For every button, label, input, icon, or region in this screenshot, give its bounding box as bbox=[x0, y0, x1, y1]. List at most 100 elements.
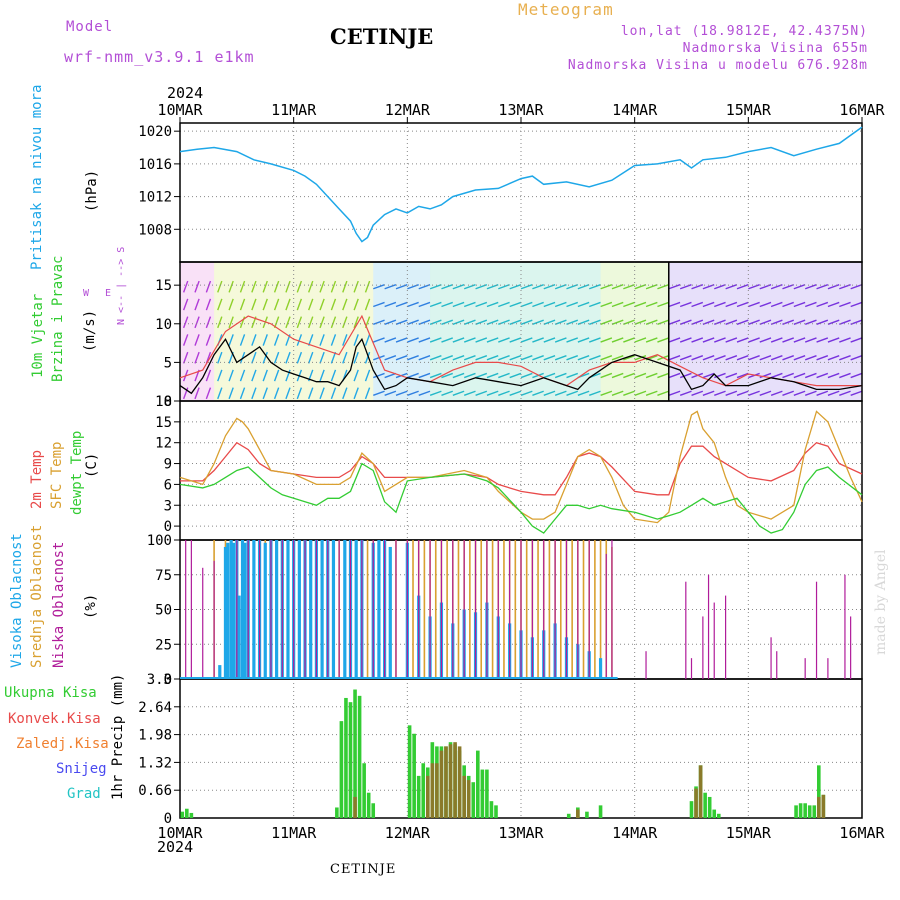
wind-barb bbox=[679, 301, 692, 308]
wind-barb bbox=[330, 298, 337, 311]
wind-barb bbox=[714, 337, 726, 343]
wind-barb bbox=[205, 334, 212, 346]
wind-barb bbox=[217, 369, 223, 382]
wind-barb bbox=[373, 372, 385, 379]
wind-barb bbox=[486, 390, 499, 396]
wind-barb bbox=[342, 351, 348, 364]
wind-barb bbox=[725, 319, 738, 325]
wind-barb bbox=[285, 316, 291, 329]
high-cloud-bar bbox=[226, 542, 230, 679]
low-cloud-bar bbox=[554, 540, 556, 679]
mid-cloud-bar bbox=[480, 540, 483, 679]
temp-2m-line bbox=[180, 441, 863, 496]
precip-total-bar bbox=[471, 782, 476, 818]
model-altitude-label: Nadmorska Visina u modelu 676.928m bbox=[567, 58, 868, 73]
wind-barb bbox=[827, 301, 840, 308]
wind-barb bbox=[736, 355, 749, 361]
precip-total-bar bbox=[716, 813, 721, 818]
low-cloud-bar bbox=[236, 540, 238, 679]
low-cloud-bar bbox=[690, 658, 693, 679]
high-cloud-bar bbox=[231, 542, 236, 679]
wind-barb bbox=[668, 319, 681, 325]
wind-barb bbox=[429, 337, 442, 343]
wind-barb bbox=[407, 301, 419, 308]
wind-barb bbox=[509, 319, 522, 325]
precip-total-bar bbox=[707, 796, 712, 818]
y-tick-label: 1012 bbox=[138, 190, 172, 206]
wind-barb bbox=[827, 319, 840, 325]
wind-barb bbox=[725, 284, 738, 290]
low-cloud-bar bbox=[406, 540, 408, 679]
low-cloud-bar bbox=[531, 540, 533, 679]
high-cloud-bar bbox=[223, 546, 228, 679]
wind-barb bbox=[452, 319, 465, 325]
wind-barb bbox=[319, 387, 325, 400]
wind-barb bbox=[228, 369, 234, 382]
wind-barb bbox=[285, 351, 291, 364]
wind-barb bbox=[217, 280, 223, 293]
wind-barb bbox=[589, 319, 601, 325]
wind-barb bbox=[182, 351, 189, 364]
low-cloud-bar bbox=[577, 540, 579, 679]
high-cloud-bar bbox=[218, 665, 222, 679]
wind-barb bbox=[645, 319, 658, 325]
wind-barb bbox=[330, 316, 337, 329]
wind-barb bbox=[623, 372, 635, 379]
low-cloud-bar bbox=[452, 540, 454, 679]
wind-barb bbox=[634, 337, 647, 343]
wind-barb bbox=[364, 351, 371, 364]
wind-barb bbox=[736, 319, 749, 325]
x-tick-label-top: 12MAR bbox=[385, 101, 431, 119]
wind-barb bbox=[407, 355, 419, 361]
wind-barb bbox=[611, 284, 624, 290]
wind-barb bbox=[816, 319, 829, 325]
wind-barb bbox=[748, 301, 760, 308]
high-cloud-bar bbox=[263, 542, 267, 679]
wind-barb bbox=[839, 301, 851, 308]
wind-barb bbox=[850, 372, 863, 379]
wind-barb bbox=[645, 372, 658, 379]
wind-barb bbox=[782, 355, 794, 361]
wind-barb bbox=[364, 369, 371, 382]
x-tick-label-bottom: 11MAR bbox=[271, 824, 317, 842]
low-cloud-bar bbox=[605, 553, 607, 679]
wind-barb bbox=[239, 280, 246, 293]
wind-barb bbox=[296, 387, 303, 400]
low-cloud-bar bbox=[213, 560, 215, 679]
precip-total-bar bbox=[703, 792, 707, 818]
mid-cloud-bar bbox=[548, 540, 551, 679]
mid-cloud-bar bbox=[571, 540, 573, 679]
wind-barb bbox=[725, 355, 738, 361]
wind-barb bbox=[679, 284, 692, 290]
precip-conv-bar bbox=[698, 765, 703, 818]
wind-barb bbox=[475, 301, 488, 308]
precip-legend-snow: Snijeg bbox=[56, 761, 107, 777]
wind-barb bbox=[839, 319, 851, 325]
wind-barb bbox=[441, 301, 453, 308]
wind-barb bbox=[577, 301, 590, 308]
wind-barb bbox=[509, 390, 522, 396]
wind-barb bbox=[532, 337, 544, 343]
wind-barb bbox=[566, 390, 579, 396]
wind-barb bbox=[600, 337, 613, 343]
x-tick-label-bottom: 16MAR bbox=[839, 824, 885, 842]
high-cloud-bar bbox=[252, 540, 256, 679]
wind-barb bbox=[296, 316, 303, 329]
wind-barb bbox=[793, 372, 806, 379]
wind-barb bbox=[342, 387, 348, 400]
wind-barb bbox=[736, 284, 749, 290]
mid-cloud-bar bbox=[582, 540, 585, 679]
y-tick-label: 6 bbox=[164, 477, 172, 493]
mid-cloud-bar bbox=[366, 540, 369, 679]
x-tick-label-bottom: 14MAR bbox=[612, 824, 658, 842]
wind-barb bbox=[475, 372, 488, 379]
wind-barb bbox=[554, 301, 567, 308]
wind-barb bbox=[770, 301, 783, 308]
precip-conv-bar bbox=[353, 796, 357, 818]
low-cloud-bar bbox=[565, 540, 568, 679]
wind-barb bbox=[839, 372, 851, 379]
wind-barb bbox=[827, 337, 840, 343]
low-cloud-bar bbox=[281, 540, 283, 679]
wind-barb bbox=[373, 319, 385, 325]
precip-conv-bar bbox=[817, 796, 821, 818]
